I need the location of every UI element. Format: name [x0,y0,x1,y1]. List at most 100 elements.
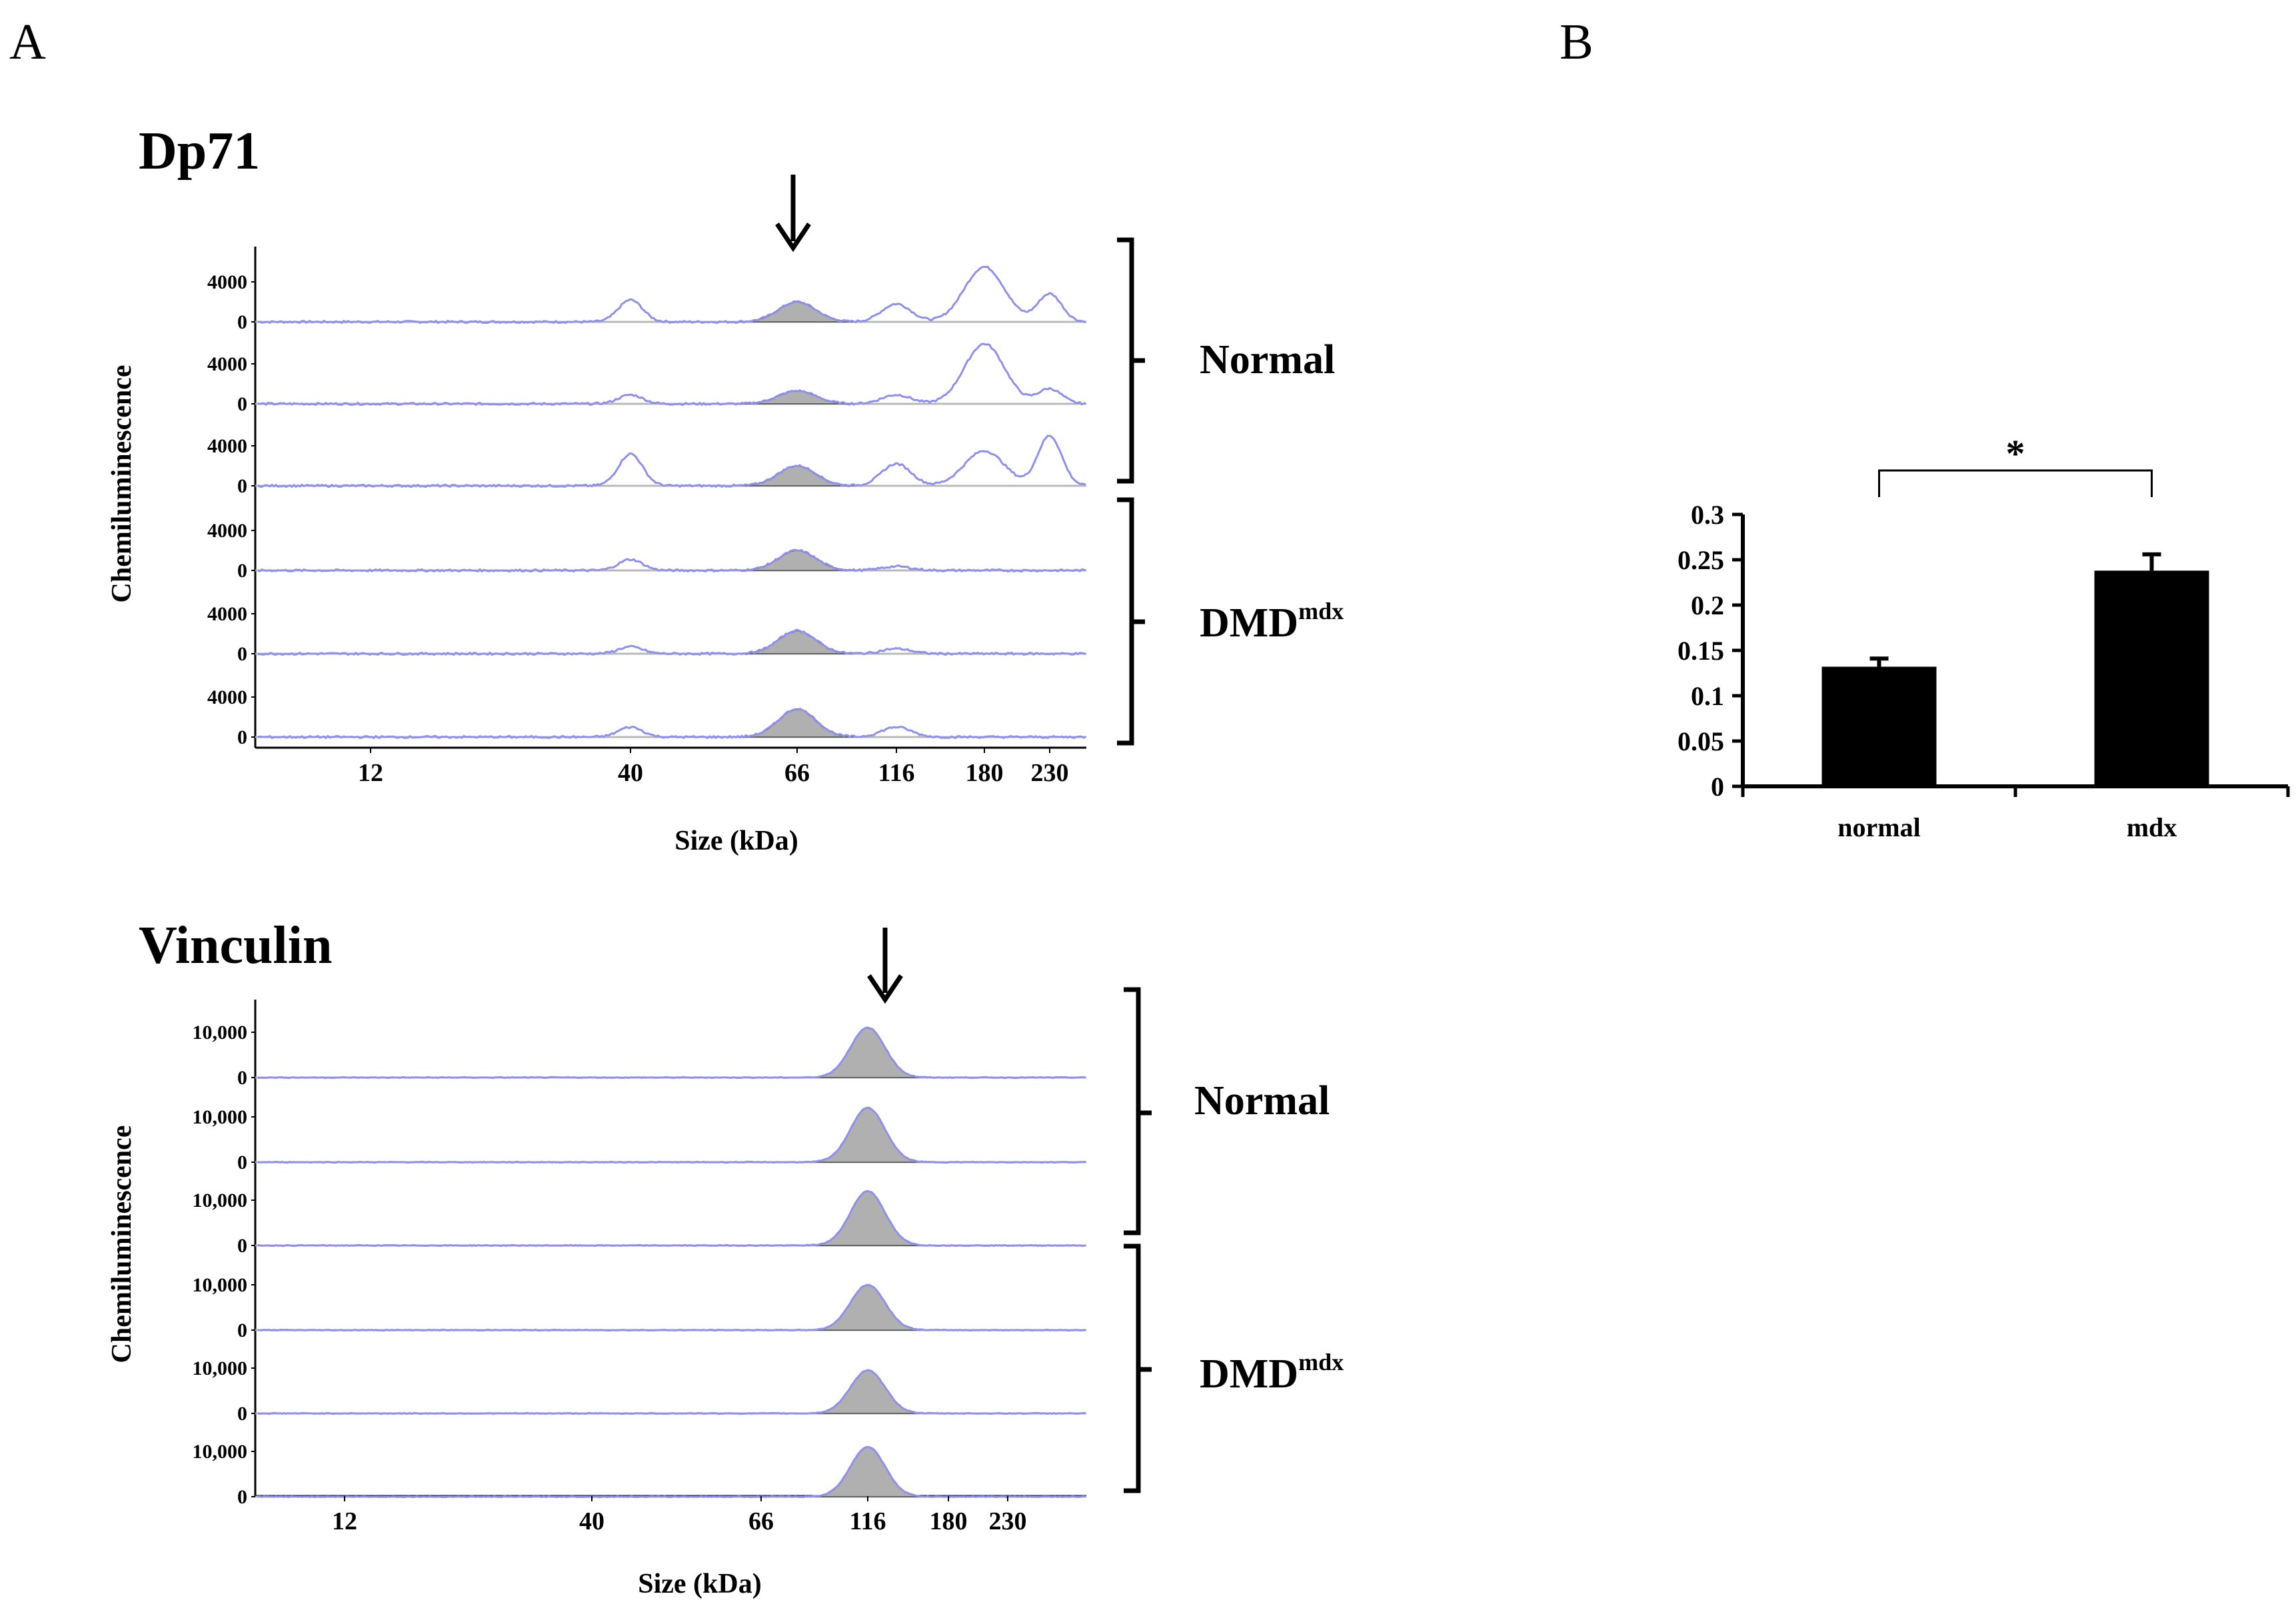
bar-category-label: normal [1837,812,1920,842]
lane-trace [257,1190,1086,1247]
vinculin-group-label-dmd-sup: mdx [1298,1349,1344,1375]
lane-1: 4000 0 [207,265,1086,333]
bar-y-tick-label: 0.3 [1691,500,1724,530]
lane-4: 10,000 0 [193,1274,1086,1341]
y-tick-label: 10,000 [193,1022,248,1044]
x-tick-label: 230 [989,1507,1027,1535]
band-fill [815,1283,920,1331]
vinculin-title: Vinculin [139,916,332,975]
band-fill [740,301,854,323]
lane-trace [257,628,1086,656]
vinculin-blot-chart: Vinculin Chemiluminescence Size (kDa) No… [107,916,1344,1599]
x-tick-label: 66 [748,1507,774,1535]
lane-2: 4000 0 [207,343,1086,415]
lane-5: 4000 0 [207,603,1086,665]
dp71-y-axis-title: Chemiluminescence [107,365,137,603]
lane-2: 10,000 0 [193,1106,1086,1174]
dp71-title: Dp71 [139,122,260,181]
lane-trace [257,707,1086,740]
x-tick-label: 180 [966,759,1004,787]
y-tick-label: 10,000 [193,1441,248,1463]
x-tick-label: 40 [618,759,643,787]
x-tick-label: 116 [878,759,915,787]
lane-trace [257,1369,1086,1415]
band-fill [815,1027,920,1078]
dp71-x-axis-title: Size (kDa) [674,826,798,856]
y-tick-label: 0 [237,1319,247,1341]
dp71-arrow [775,175,811,253]
bar-y-tick-label: 0.2 [1691,590,1724,620]
y-tick-label: 0 [237,1152,247,1174]
lane-trace [258,1445,1086,1499]
lane-6: 4000 0 [207,686,1086,748]
band-fill [815,1107,920,1163]
y-tick-label: 0 [237,475,247,497]
x-tick-label: 12 [332,1507,357,1535]
vinculin-arrow [867,928,903,1004]
y-tick-label: 4000 [207,435,247,457]
y-tick-label: 10,000 [193,1106,248,1128]
y-tick-label: 4000 [207,520,247,542]
lane-trace [257,1106,1086,1164]
x-tick-label: 40 [579,1507,604,1535]
dp71-bracket-dmd: DMDmdx [1117,497,1344,746]
y-tick-label: 0 [237,643,247,665]
y-tick-label: 10,000 [193,1190,248,1211]
y-tick-label: 10,000 [193,1357,248,1379]
bar-y-tick-label: 0.1 [1691,681,1724,711]
band-fill [815,1190,920,1246]
x-tick-label: 66 [784,759,810,787]
y-tick-label: 0 [237,726,247,748]
ratio-bar-chart: 0.3 0.25 0.2 0.15 0.1 0.05 0 normal mdx * [1678,432,2290,842]
band-fill [815,1446,920,1497]
panel-label-a: A [9,14,46,70]
lane-trace [257,265,1086,325]
band-fill [815,1369,920,1414]
y-tick-label: 0 [237,1403,247,1425]
y-tick-label: 0 [237,1067,247,1089]
y-tick-label: 4000 [207,271,247,293]
lane-5: 10,000 0 [193,1357,1086,1425]
lane-trace [258,1026,1086,1080]
significance-marker: * [2006,432,2025,475]
vinculin-group-label-dmd: DMDmdx [1200,1349,1344,1397]
dp71-group-label-dmd-sup: mdx [1298,598,1344,624]
significance-bracket [1878,469,2153,497]
bar-y-tick-label: 0.05 [1678,726,1724,756]
lane-trace [257,1283,1086,1332]
dp71-group-label-dmd: DMDmdx [1200,598,1344,646]
bar-y-tick-label: 0 [1711,772,1724,802]
bar-y-tick-label: 0.25 [1678,545,1724,575]
x-tick-label: 116 [850,1507,886,1535]
y-tick-label: 4000 [207,353,247,375]
y-tick-label: 0 [237,560,247,582]
y-tick-label: 0 [237,1235,247,1257]
x-tick-label: 180 [930,1507,968,1535]
lane-trace [257,548,1086,573]
y-tick-label: 10,000 [193,1274,248,1296]
lane-3: 10,000 0 [193,1190,1086,1257]
vinculin-group-label-normal: Normal [1194,1078,1330,1124]
y-tick-label: 0 [237,393,247,415]
dp71-group-label-normal: Normal [1200,337,1335,383]
bar-y-tick-label: 0.15 [1678,636,1724,666]
y-tick-label: 0 [237,311,247,333]
y-tick-label: 0 [237,1486,247,1508]
dp71-bracket-normal: Normal [1117,237,1335,484]
bar-normal [1821,666,1937,786]
x-tick-label: 230 [1031,759,1069,787]
y-tick-label: 4000 [207,603,247,625]
vinculin-bracket-normal: Normal [1124,987,1330,1235]
lane-3: 4000 0 [207,434,1086,497]
vinculin-group-label-dmd-main: DMD [1200,1351,1298,1397]
lane-6: 10,000 0 [193,1441,1086,1508]
lane-trace [257,343,1086,406]
dp71-blot-chart: Dp71 Chemiluminescence Size (kDa) Normal… [107,122,1344,856]
band-fill [740,708,854,738]
vinculin-x-axis-title: Size (kDa) [638,1569,761,1599]
lane-1: 10,000 0 [193,1022,1086,1089]
vinculin-bracket-dmd: DMDmdx [1124,1243,1344,1493]
vinculin-y-axis-title: Chemiluminescence [107,1126,137,1363]
lane-trace [257,434,1086,488]
